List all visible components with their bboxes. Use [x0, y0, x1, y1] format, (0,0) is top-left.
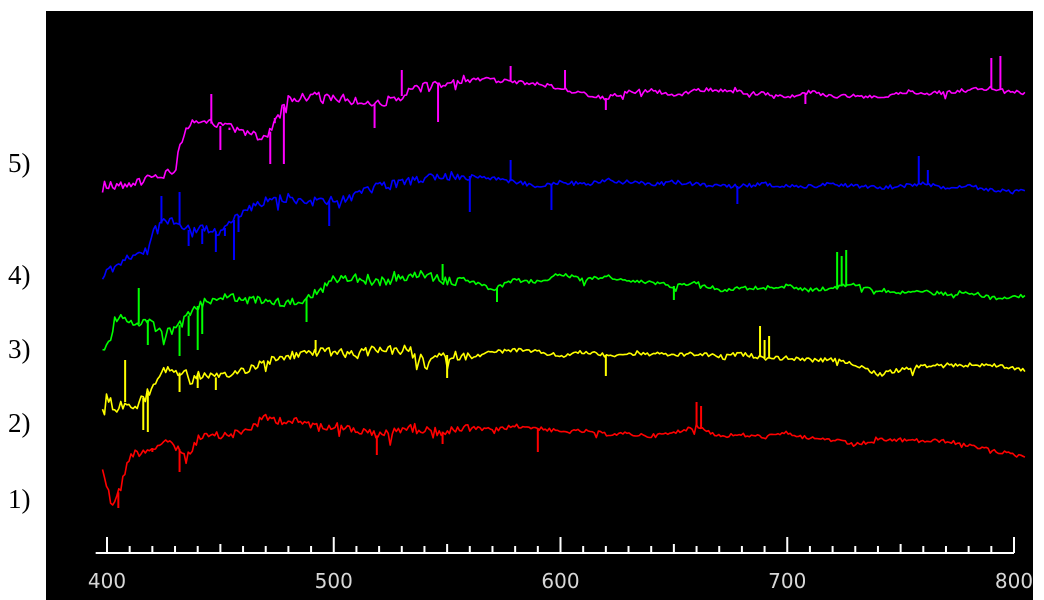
series-label-2: 2)	[8, 408, 31, 438]
series-line-5	[101, 74, 1026, 193]
series-layer	[101, 56, 1026, 508]
x-tick-label-400: 400	[88, 569, 126, 593]
series-line-1	[101, 413, 1026, 506]
series-line-4	[101, 171, 1026, 280]
series-label-3: 3)	[8, 334, 31, 364]
x-tick-label-500: 500	[315, 569, 353, 593]
spectra-plot: 400 500 600 700 800	[88, 56, 1033, 593]
series-label-1: 1)	[8, 484, 31, 514]
series-label-5: 5)	[8, 148, 31, 178]
x-tick-label-800: 800	[995, 569, 1033, 593]
series-line-2	[101, 344, 1026, 416]
x-tick-label-600: 600	[541, 569, 579, 593]
x-tick-label-700: 700	[768, 569, 806, 593]
series-line-3	[102, 270, 1026, 351]
x-axis: 400 500 600 700 800	[88, 537, 1033, 593]
spectra-plot-panel: 400 500 600 700 800	[46, 11, 1033, 600]
series-label-4: 4)	[8, 260, 31, 290]
